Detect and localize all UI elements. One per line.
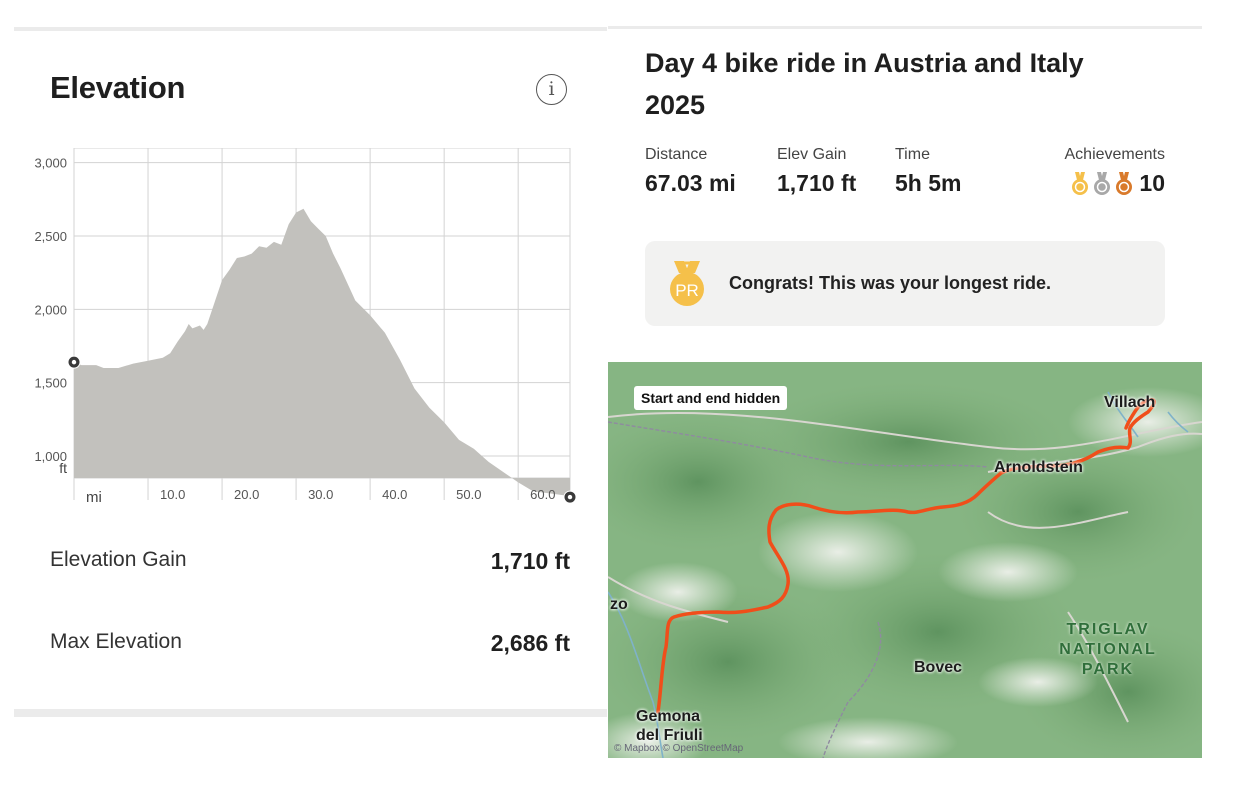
bottom-divider-left: [14, 709, 607, 717]
endpoint-marker-dot-0: [71, 359, 77, 365]
top-divider-left: [14, 27, 607, 31]
distance-stat: Distance 67.03 mi: [645, 146, 736, 197]
rivers: [608, 391, 1189, 758]
route-map[interactable]: Start and end hidden Villach Arnoldstein…: [608, 362, 1202, 758]
elevation-gain-value: 1,710 ft: [490, 548, 570, 574]
elev-gain-stat: Elev Gain 1,710 ft: [777, 146, 856, 197]
achievements-count: 10: [1139, 170, 1165, 196]
max-elevation-label: Max Elevation: [50, 630, 182, 653]
achievements-label: Achievements: [1064, 146, 1166, 163]
distance-value: 67.03 mi: [645, 170, 736, 196]
terrain-shading: [608, 382, 1202, 758]
y-tick-label-0: 1,000: [34, 449, 67, 464]
endpoint-marker-dot-1: [567, 494, 573, 500]
elevation-gain-label: Elevation Gain: [50, 548, 187, 571]
roads: [608, 411, 1202, 723]
park-line-3: PARK: [1081, 661, 1135, 678]
elev-gain-value: 1,710 ft: [777, 170, 857, 196]
info-icon[interactable]: i: [536, 74, 567, 105]
time-value: 5h 5m: [895, 170, 962, 196]
map-label-bovec: Bovec: [914, 659, 963, 676]
map-label-gemona: Gemona del Friuli: [636, 708, 703, 744]
map-label-villach: Villach: [1104, 394, 1156, 411]
triglav-park-label: TRIGLAV NATIONAL PARK: [1048, 620, 1168, 680]
y-axis-unit-label: ft: [59, 460, 67, 476]
x-tick-label-1: 20.0: [234, 487, 259, 502]
pr-badge-text: PR: [675, 281, 699, 300]
x-tick-label-0: 10.0: [160, 487, 185, 502]
map-label-arnoldstein: Arnoldstein: [994, 459, 1083, 476]
y-tick-label-4: 3,000: [34, 156, 67, 171]
x-tick-label-3: 40.0: [382, 487, 407, 502]
silver-medal-icon: [1094, 171, 1111, 195]
time-label: Time: [895, 146, 930, 163]
bronze-medal-icon: [1116, 171, 1133, 195]
x-tick-label-2: 30.0: [308, 487, 333, 502]
longest-ride-banner: PR Congrats! This was your longest ride.: [645, 241, 1165, 326]
elevation-panel: Elevation i 1,000 1,500 2,000 2,500 3,000 ft 1…: [14, 30, 607, 710]
map-label-partial: zo: [610, 596, 628, 613]
x-tick-label-4: 50.0: [456, 487, 481, 502]
elev-gain-label: Elev Gain: [777, 146, 847, 163]
x-tick-label-5: 60.0: [530, 487, 555, 502]
x-axis-unit-label: mi: [86, 489, 102, 506]
gold-medal-icon: [1072, 171, 1089, 195]
achievements-stat[interactable]: Achievements 10: [1065, 146, 1166, 197]
distance-label: Distance: [645, 146, 708, 163]
activity-title: Day 4 bike ride in Austria and Italy 202…: [645, 48, 1084, 120]
start-end-hidden-chip: Start and end hidden: [634, 386, 788, 410]
top-divider-right: [608, 26, 1202, 29]
max-elevation-row: Max Elevation 2,686 ft: [50, 630, 570, 656]
park-line-1: TRIGLAV: [1066, 621, 1150, 638]
time-stat: Time 5h 5m: [895, 146, 961, 197]
y-tick-label-2: 2,000: [34, 302, 67, 317]
elevation-title: Elevation: [50, 70, 186, 105]
elevation-chart[interactable]: 1,000 1,500 2,000 2,500 3,000 ft 10.0 20.0 30.0 4…: [14, 148, 607, 510]
max-elevation-value: 2,686 ft: [490, 630, 570, 656]
longest-ride-text: Congrats! This was your longest ride.: [729, 273, 1052, 293]
map-attribution[interactable]: © Mapbox © OpenStreetMap: [614, 743, 744, 754]
activity-panel: Day 4 bike ride in Austria and Italy 202…: [608, 28, 1202, 768]
park-line-2: NATIONAL: [1059, 641, 1157, 658]
borders: [608, 421, 989, 758]
map-graphic: [608, 362, 1202, 758]
elevation-area: [74, 208, 570, 498]
y-tick-label-3: 2,500: [34, 229, 67, 244]
elevation-gain-row: Elevation Gain 1,710 ft: [50, 548, 570, 574]
route-line: [656, 397, 1156, 714]
y-tick-label-1: 1,500: [34, 376, 67, 391]
pr-medal-icon: PR: [670, 261, 704, 306]
